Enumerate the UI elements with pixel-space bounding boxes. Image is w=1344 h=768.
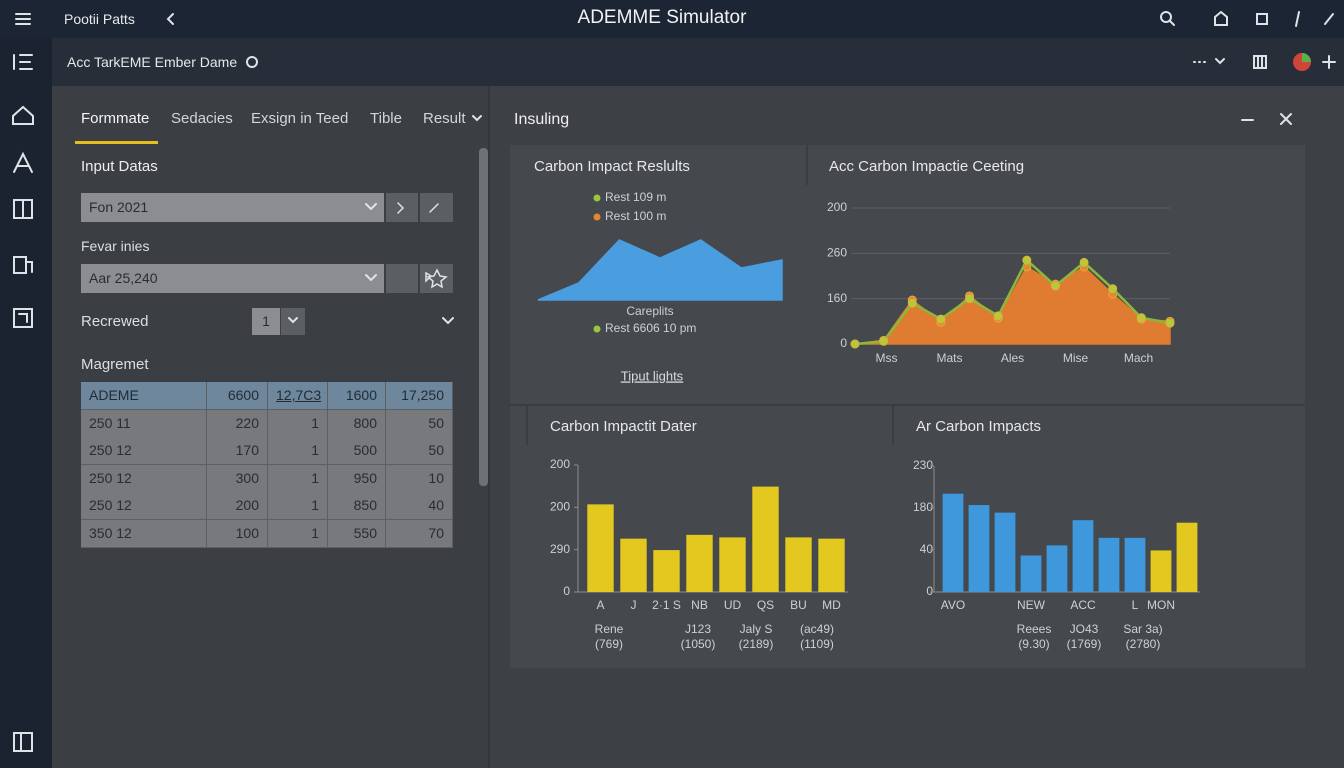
table-cell: 170	[207, 437, 268, 466]
table-cell: 300	[207, 464, 268, 493]
top-bar	[0, 0, 1344, 38]
table-cell: 550	[328, 520, 386, 548]
table-cell: 50	[386, 409, 453, 438]
field-label: Fevar inies	[81, 238, 150, 254]
table-cell: 220	[207, 409, 268, 438]
table-cell: 10	[386, 464, 453, 493]
app-name[interactable]: Pootii Patts	[64, 11, 135, 27]
table-header-cell: 12,7C3	[268, 382, 328, 410]
table-cell: 100	[207, 520, 268, 548]
icon-button[interactable]	[386, 264, 418, 293]
breadcrumb: Acc TarkEME Ember Dame	[67, 54, 238, 70]
app-title: ADEMME Simulator	[577, 7, 747, 28]
table-header-cell: ADEME	[81, 382, 207, 410]
table-cell: 250 12	[81, 464, 207, 493]
field-label: Recrewed	[81, 313, 149, 330]
table-cell: 1	[268, 464, 328, 493]
stepper-value[interactable]: 1	[252, 308, 280, 335]
select[interactable]: Fon 2021	[81, 193, 384, 222]
table-cell: 1	[268, 437, 328, 466]
table-cell: 250 11	[81, 409, 207, 438]
table-cell: 200	[207, 492, 268, 521]
icon-button[interactable]	[420, 193, 453, 222]
table-header-cell: 17,250	[386, 382, 453, 410]
table-header-cell: 1600	[328, 382, 386, 410]
panel-title: Insuling	[514, 111, 570, 128]
sub-bar	[52, 38, 1344, 86]
table-cell: 800	[328, 409, 386, 438]
table-cell: 250 12	[81, 492, 207, 521]
tab[interactable]: Tible	[370, 110, 402, 127]
section-heading: Input Datas	[81, 158, 158, 175]
stepper-button[interactable]	[281, 308, 305, 335]
table-cell: 950	[328, 464, 386, 493]
table-cell: 70	[386, 520, 453, 548]
table-cell: 350 12	[81, 520, 207, 548]
select[interactable]: Aar 25,240	[81, 264, 384, 293]
table-cell: 50	[386, 437, 453, 466]
table-cell: 40	[386, 492, 453, 521]
table-header-cell: 6600	[207, 382, 268, 410]
tab[interactable]: Sedacies	[171, 110, 233, 127]
section-heading: Magremet	[81, 356, 149, 373]
scrollbar[interactable]	[479, 148, 488, 486]
icon-button[interactable]	[386, 193, 418, 222]
table-cell: 1	[268, 409, 328, 438]
table-cell: 850	[328, 492, 386, 521]
table-cell: 250 12	[81, 437, 207, 466]
chart-grid	[510, 145, 1305, 668]
sidebar	[0, 38, 52, 768]
tab[interactable]: Formmate	[81, 110, 150, 127]
table-cell: 1	[268, 520, 328, 548]
table-cell: 1	[268, 492, 328, 521]
tab-underline	[75, 141, 158, 144]
tab[interactable]: Exsign in Teed	[251, 110, 349, 127]
tab[interactable]: Result	[423, 110, 466, 127]
icon-button[interactable]	[420, 264, 453, 293]
table-cell: 500	[328, 437, 386, 466]
